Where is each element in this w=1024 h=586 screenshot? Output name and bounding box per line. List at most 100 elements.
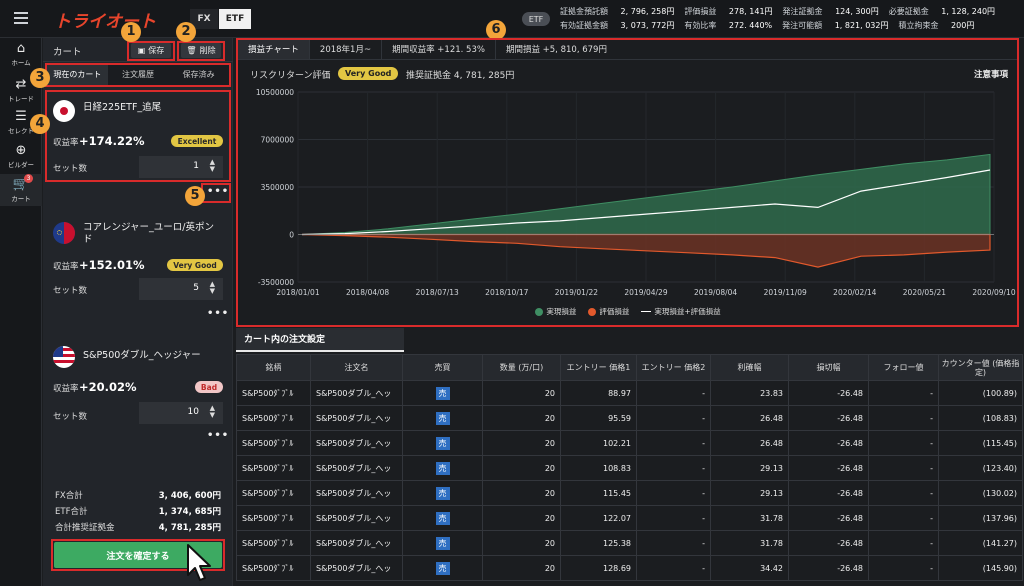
tab-pnl-chart[interactable]: 損益チャート xyxy=(238,40,310,59)
highlight-delete xyxy=(177,41,225,61)
set-count-stepper[interactable]: 10 ▲ ▼ xyxy=(139,402,223,424)
cart-item[interactable]: 日経225ETF_追尾 収益率 +174.22% Excellent セット数 … xyxy=(47,92,229,180)
table-row[interactable]: S&P500ﾀﾞﾌﾞﾙ S&P500ダブル_へッ売 20 88.97-23.83 -26… xyxy=(236,380,1023,406)
sell-badge: 売 xyxy=(435,511,450,525)
table-cell-side: 売 xyxy=(402,380,483,406)
eu-gb-flag-icon xyxy=(53,222,75,244)
table-cell-entry1: 125.38 xyxy=(560,530,637,556)
total-row: 合計推奨証拠金 4, 781, 285円 xyxy=(47,520,229,536)
x-tick-label: 2018/04/08 xyxy=(346,288,389,297)
table-cell-entry2: - xyxy=(636,380,711,406)
col-header: フォロー値 xyxy=(868,354,939,381)
stat-value: 278, 141円 xyxy=(728,7,773,16)
table-cell-side: 売 xyxy=(402,505,483,531)
orders-body: S&P500ﾀﾞﾌﾞﾙ S&P500ダブル_へッ売 20 88.97-23.83 -26… xyxy=(236,380,1023,581)
table-cell-symbol: S&P500ﾀﾞﾌﾞﾙ xyxy=(236,480,311,506)
mode-etf-tab[interactable]: ETF xyxy=(219,9,251,29)
table-row[interactable]: S&P500ﾀﾞﾌﾞﾙ S&P500ダブル_へッ売 20 115.45-29.13 -2… xyxy=(236,480,1023,506)
table-cell-entry2: - xyxy=(636,555,711,581)
more-options-icon[interactable]: ••• xyxy=(207,186,230,197)
stat-value: 1, 821, 032円 xyxy=(834,21,889,30)
tab-order-history[interactable]: 注文履歴 xyxy=(122,70,154,79)
nav-select[interactable]: ☰ セレクト xyxy=(0,109,42,136)
table-cell-sl: -26.48 xyxy=(788,480,869,506)
table-cell-entry1: 95.59 xyxy=(560,405,637,431)
more-options-icon[interactable]: ••• xyxy=(207,308,230,319)
more-options-icon[interactable]: ••• xyxy=(207,430,230,441)
delete-button[interactable]: 🗑 削除 xyxy=(181,43,221,58)
pnl-chart-panel: 損益チャート 2018年1月~ 期間収益率 +121. 53% 期間損益 +5,… xyxy=(238,40,1018,326)
mode-fx-tab[interactable]: FX xyxy=(190,9,218,29)
marker-4: 4 xyxy=(30,114,50,134)
table-cell-entry2: - xyxy=(636,530,711,556)
cart-item[interactable]: S&P500ダブル_ヘッジャー 収益率 +20.02% Bad セット数 10 … xyxy=(47,340,229,440)
pointer-cursor-icon xyxy=(187,544,211,581)
table-cell-counter: (108.83) xyxy=(938,405,1023,431)
table-cell-entry1: 88.97 xyxy=(560,380,637,406)
top-bar: トライオート FX ETF ETF 証拠金預託額 2, 796, 258円 評価… xyxy=(0,0,1024,38)
highlight-save xyxy=(127,41,175,61)
menu-icon[interactable] xyxy=(14,12,28,27)
table-row[interactable]: S&P500ﾀﾞﾌﾞﾙ S&P500ダブル_へッ売 20 95.59-26.48 -26… xyxy=(236,405,1023,431)
table-row[interactable]: S&P500ﾀﾞﾌﾞﾙ S&P500ダブル_へッ売 20 102.21-26.48 -2… xyxy=(236,430,1023,456)
orders-panel: カート内の注文設定 銘柄 注文名 売買 数量 (万/口) エントリー 価格1 エ… xyxy=(236,328,1023,586)
table-cell-name: S&P500ダブル_へッ xyxy=(310,530,403,556)
table-cell-counter: (130.02) xyxy=(938,480,1023,506)
save-button[interactable]: ▣ 保存 xyxy=(131,43,171,58)
nav-home[interactable]: ⌂ ホーム xyxy=(0,42,42,68)
rate-label: 収益率 xyxy=(53,138,79,148)
select-icon: ☰ xyxy=(15,109,27,124)
y-tick-label: -3500000 xyxy=(258,278,294,287)
grade-badge: Excellent xyxy=(171,135,223,147)
nav-cart[interactable]: 🛒 3 カート xyxy=(0,174,42,206)
table-cell-tp: 26.48 xyxy=(710,430,789,456)
cart-item[interactable]: コアレンジャー_ユーロ/英ポンド 収益率 +152.01% Very Good … xyxy=(47,214,229,314)
save-icon: ▣ xyxy=(137,46,146,55)
set-count-label: セット数 xyxy=(53,164,88,174)
return-rate: +20.02% xyxy=(79,380,137,394)
stepper-arrows-icon[interactable]: ▲ ▼ xyxy=(209,158,215,173)
table-cell-sl: -26.48 xyxy=(788,555,869,581)
marker-1: 1 xyxy=(121,22,141,42)
tab-current-cart[interactable]: 現在のカート xyxy=(47,65,108,85)
orders-table: 銘柄 注文名 売買 数量 (万/口) エントリー 価格1 エントリー 価格2 利… xyxy=(236,354,1023,581)
table-cell-tp: 26.48 xyxy=(710,405,789,431)
legend-label: 実現損益 xyxy=(546,307,577,316)
table-cell-side: 売 xyxy=(402,455,483,481)
table-row[interactable]: S&P500ﾀﾞﾌﾞﾙ S&P500ダブル_へッ売 20 108.83-29.13 -2… xyxy=(236,455,1023,481)
set-count-stepper[interactable]: 1 ▲ ▼ xyxy=(139,156,223,178)
table-cell-side: 売 xyxy=(402,405,483,431)
stat-label: 積立拘束金 xyxy=(898,21,939,30)
col-header: 利確幅 xyxy=(710,354,789,381)
table-row[interactable]: S&P500ﾀﾞﾌﾞﾙ S&P500ダブル_へッ売 20 122.07-31.78 -2… xyxy=(236,505,1023,531)
stepper-arrows-icon[interactable]: ▲ ▼ xyxy=(209,280,215,295)
table-row[interactable]: S&P500ﾀﾞﾌﾞﾙ S&P500ダブル_へッ売 20 125.38-31.78 -2… xyxy=(236,530,1023,556)
market-badge: ETF xyxy=(522,12,550,26)
table-cell-symbol: S&P500ﾀﾞﾌﾞﾙ xyxy=(236,430,311,456)
nav-builder[interactable]: ⊕ ビルダー xyxy=(0,144,42,170)
x-tick-label: 2019/08/04 xyxy=(694,288,737,297)
cart-icon: 🛒 xyxy=(12,177,30,192)
table-cell-symbol: S&P500ﾀﾞﾌﾞﾙ xyxy=(236,380,311,406)
set-count-stepper[interactable]: 5 ▲ ▼ xyxy=(139,278,223,300)
y-tick-label: 10500000 xyxy=(256,88,294,97)
table-cell-qty: 20 xyxy=(482,555,561,581)
nav-trade[interactable]: ⇄ トレード xyxy=(0,78,42,104)
table-row[interactable]: S&P500ﾀﾞﾌﾞﾙ S&P500ダブル_へッ売 20 128.69-34.42 -2… xyxy=(236,555,1023,581)
table-cell-entry2: - xyxy=(636,480,711,506)
stepper-arrows-icon[interactable]: ▲ ▼ xyxy=(209,404,215,419)
y-tick-label: 3500000 xyxy=(261,183,295,192)
strategy-name: コアレンジャー_ユーロ/英ポンド xyxy=(83,222,214,245)
chart-period[interactable]: 2018年1月~ xyxy=(310,40,383,59)
notice-link[interactable]: 注意事項 xyxy=(973,70,1008,80)
table-cell-name: S&P500ダブル_へッ xyxy=(310,455,403,481)
table-cell-counter: (123.40) xyxy=(938,455,1023,481)
table-cell-tp: 34.42 xyxy=(710,555,789,581)
us-flag-icon xyxy=(53,346,75,368)
sell-badge: 売 xyxy=(435,386,450,400)
total-row: ETF合計 1, 374, 685円 xyxy=(47,504,229,520)
x-tick-label: 2018/01/01 xyxy=(276,288,319,297)
tab-saved[interactable]: 保存済み xyxy=(182,70,215,79)
nav-label: カート xyxy=(11,195,31,203)
total-pnl-line xyxy=(301,169,991,236)
